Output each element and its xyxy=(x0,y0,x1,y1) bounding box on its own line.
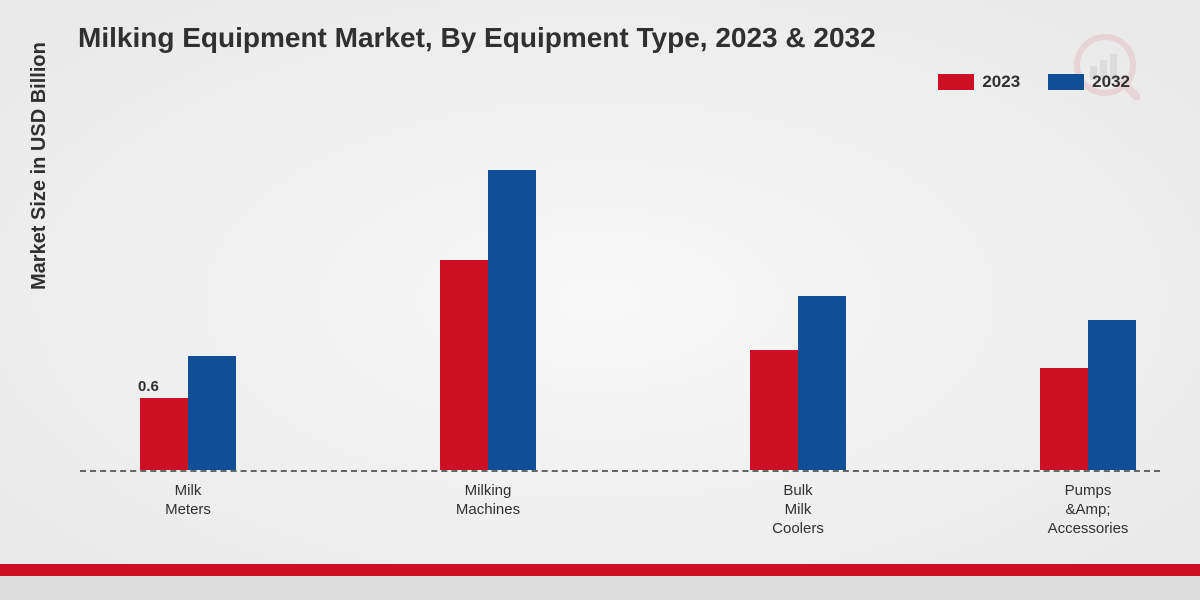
bar xyxy=(440,260,488,470)
bar xyxy=(750,350,798,470)
bar xyxy=(488,170,536,470)
legend-swatch xyxy=(938,74,974,90)
footer-accent-bar xyxy=(0,564,1200,576)
legend-label: 2023 xyxy=(982,72,1020,92)
legend-swatch xyxy=(1048,74,1084,90)
x-axis-label: Pumps &Amp; Accessories xyxy=(1028,482,1148,538)
bar-group xyxy=(1040,320,1136,470)
bar-group xyxy=(140,356,236,470)
legend: 2023 2032 xyxy=(938,72,1130,92)
x-axis-label: Milk Meters xyxy=(128,482,248,520)
bar xyxy=(1040,368,1088,470)
legend-item-2023: 2023 xyxy=(938,72,1020,92)
y-axis-label: Market Size in USD Billion xyxy=(28,42,51,290)
bar xyxy=(798,296,846,470)
bar-group xyxy=(750,296,846,470)
bar xyxy=(188,356,236,470)
bar-value-label: 0.6 xyxy=(138,378,159,395)
bar xyxy=(1088,320,1136,470)
chart-title: Milking Equipment Market, By Equipment T… xyxy=(78,22,876,54)
chart-area: 0.6Milk MetersMilking MachinesBulk Milk … xyxy=(80,110,1160,470)
baseline xyxy=(80,470,1160,472)
watermark-logo xyxy=(1060,30,1140,105)
legend-label: 2032 xyxy=(1092,72,1130,92)
x-axis-label: Milking Machines xyxy=(428,482,548,520)
bar-group xyxy=(440,170,536,470)
bar xyxy=(140,398,188,470)
footer-grey-bar xyxy=(0,576,1200,600)
x-axis-label: Bulk Milk Coolers xyxy=(738,482,858,538)
legend-item-2032: 2032 xyxy=(1048,72,1130,92)
